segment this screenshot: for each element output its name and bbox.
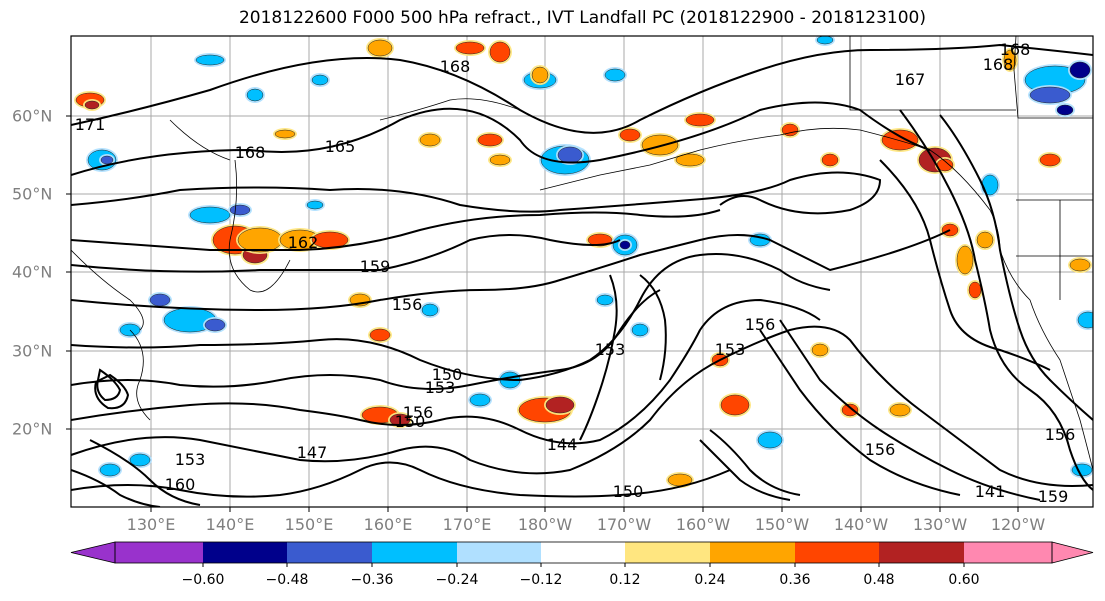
colorbar-tick-label: 0.24	[694, 572, 726, 588]
x-tick-label: 160°E	[363, 515, 413, 534]
colorbar-tick-label: −0.48	[265, 572, 309, 588]
x-tick-label: 130°E	[126, 515, 176, 534]
colorbar-segment	[625, 542, 710, 563]
colorbar-tick-label: −0.36	[350, 572, 394, 588]
colorbar-tick-label: −0.12	[519, 572, 563, 588]
colorbar	[70, 541, 1094, 567]
contour-label: 153	[715, 340, 746, 359]
x-tick-label: 140°E	[205, 515, 255, 534]
contour-label: 144	[547, 435, 578, 454]
contour-label: 150	[395, 412, 426, 431]
colorbar-tick-label: −0.24	[435, 572, 479, 588]
y-tick-label: 30°N	[12, 341, 53, 361]
contour-label: 156	[1045, 425, 1076, 444]
y-tick-label: 20°N	[12, 419, 53, 439]
x-tick-label: 160°W	[675, 515, 731, 534]
contour-label: 162	[288, 233, 319, 252]
contour-label: 150	[432, 365, 463, 384]
contour-label: 165	[325, 137, 356, 156]
contour-label: 159	[360, 257, 391, 276]
coastlines	[71, 36, 1093, 471]
contour-label: 150	[613, 482, 644, 501]
colorbar-tick-label: −0.60	[181, 572, 225, 588]
colorbar-segment	[710, 542, 795, 563]
contour-label: 156	[403, 403, 434, 422]
colorbar-tick-label: 0.48	[863, 572, 895, 588]
contour-label: 153	[425, 378, 456, 397]
x-tick-label: 150°W	[754, 515, 810, 534]
colorbar-tick-label: 0.12	[609, 572, 641, 588]
contour-label: 168	[440, 57, 471, 76]
colorbar-max-extend	[1051, 541, 1094, 564]
x-tick-label: 140°W	[833, 515, 889, 534]
contour-label: 156	[865, 440, 896, 459]
colorbar-segment	[287, 542, 372, 563]
contour-label: 147	[297, 443, 328, 462]
x-tick-label: 170°W	[596, 515, 652, 534]
y-tick-label: 50°N	[12, 184, 53, 204]
contour-label: 159	[1038, 487, 1069, 506]
colorbar-segment	[964, 542, 1052, 563]
contour-label: 171	[75, 115, 106, 134]
colorbar-segment	[795, 542, 879, 563]
contour-label: 167	[895, 70, 926, 89]
colorbar-segment	[541, 542, 625, 563]
colorbar-segment	[372, 542, 457, 563]
contour-label: 156	[392, 295, 423, 314]
colorbar-segment	[879, 542, 964, 563]
shaded-anomalies	[74, 36, 1093, 488]
contour-label: 160	[165, 475, 196, 494]
contour-label: 156	[745, 315, 776, 334]
x-tick-label: 180°W	[517, 515, 573, 534]
colorbar-segment	[115, 542, 203, 563]
y-tick-label: 60°N	[12, 106, 53, 126]
contour-label: 168	[235, 143, 266, 162]
contour-label: 168	[983, 55, 1014, 74]
x-tick-label: 150°E	[284, 515, 334, 534]
contour-label: 141	[975, 482, 1006, 501]
x-tick-label: 130°W	[912, 515, 968, 534]
colorbar-tick-label: 0.60	[948, 572, 980, 588]
colorbar-min-extend	[70, 541, 116, 564]
contour-label: 168	[1000, 40, 1031, 59]
contour-label: 153	[595, 340, 626, 359]
colorbar-tick-label: 0.36	[779, 572, 811, 588]
colorbar-segment	[457, 542, 541, 563]
y-tick-label: 40°N	[12, 262, 53, 282]
x-tick-label: 170°E	[442, 515, 492, 534]
map-title: 2018122600 F000 500 hPa refract., IVT La…	[238, 8, 926, 28]
x-tick-label: 120°W	[990, 515, 1046, 534]
colorbar-segment	[203, 542, 287, 563]
contour-label: 153	[175, 450, 206, 469]
